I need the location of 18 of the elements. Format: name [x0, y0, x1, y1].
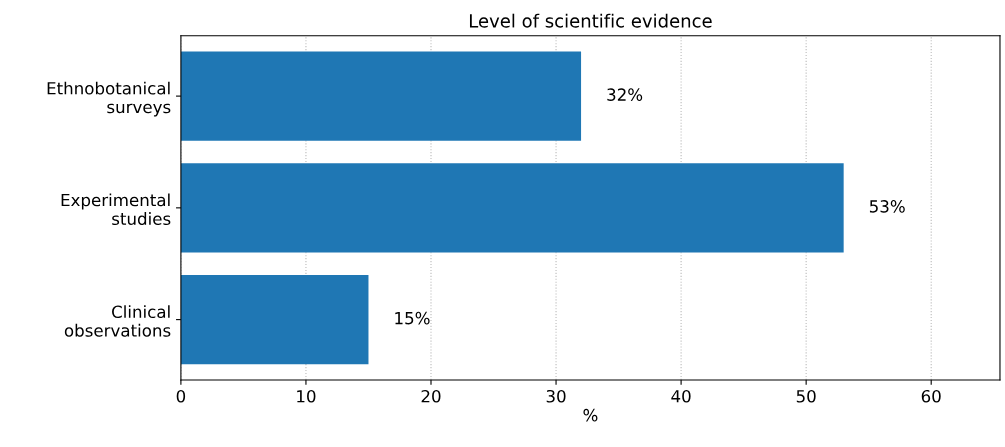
x-tick-label: 30 [546, 389, 566, 403]
x-tick-label: 60 [921, 389, 941, 403]
bar [180, 51, 582, 141]
bar [180, 163, 844, 253]
x-tick-label: 10 [297, 389, 316, 403]
x-tick-label: 50 [796, 389, 816, 403]
y-tick-label: Clinical observations [64, 305, 171, 337]
x-tick-label: 0 [176, 389, 186, 403]
data-label: 15% [395, 311, 430, 325]
chart-title: Level of scientific evidence [469, 13, 712, 28]
x-tick-label: 20 [421, 389, 441, 403]
data-label: 53% [869, 200, 905, 213]
x-axis-title: % [583, 408, 598, 422]
data-label: 32% [607, 88, 643, 101]
y-tick-label: Ethnobotanical surveys [47, 81, 171, 117]
x-tick-label: 40 [671, 389, 691, 403]
y-tick-label: Experimental studies [61, 193, 171, 226]
bar [180, 274, 369, 365]
